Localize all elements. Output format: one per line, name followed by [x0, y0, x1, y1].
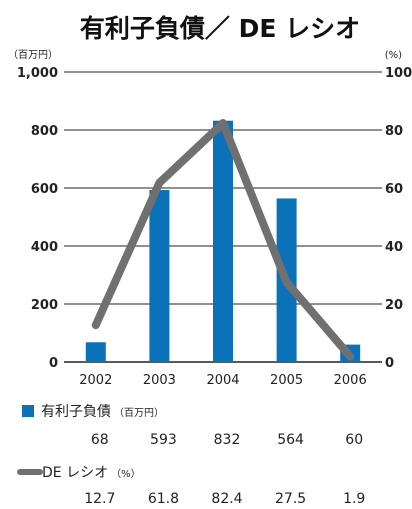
right-axis-ticks: 0 20 40 60 80 100 [385, 66, 412, 371]
right-tick-label: 0 [385, 356, 394, 371]
left-tick-label: 200 [31, 298, 58, 313]
right-tick-label: 60 [385, 182, 403, 197]
legend-bar-name: 有利子負債 [41, 404, 111, 420]
x-tick-label: 2002 [79, 373, 112, 388]
right-axis-unit: (%) [385, 50, 402, 61]
x-axis-ticks: 2002 2003 2004 2005 2006 [79, 373, 366, 388]
line-series [91, 119, 355, 361]
left-tick-label: 800 [31, 124, 58, 139]
legend-line-label: DE レシオ （%） [42, 465, 141, 481]
x-tick-label: 2005 [270, 373, 303, 388]
line-value-label: 1.9 [343, 491, 365, 507]
bar-value-label: 832 [214, 432, 241, 448]
bar [85, 342, 106, 362]
left-tick-label: 0 [49, 356, 58, 371]
line-value-label: 12.7 [84, 491, 115, 507]
right-tick-label: 40 [385, 240, 403, 255]
legend-bar-label: 有利子負債 （百万円） [41, 404, 164, 420]
right-tick-label: 100 [385, 66, 412, 81]
legend-line-unit: （%） [111, 468, 141, 480]
legend-line-name: DE レシオ [42, 465, 108, 481]
chart-title: 有利子負債／ DE レシオ [80, 14, 360, 43]
x-tick-label: 2003 [143, 373, 176, 388]
bar-value-label: 564 [277, 432, 304, 448]
left-axis-ticks: 0 200 400 600 800 1,000 [17, 66, 58, 371]
bar-value-label: 68 [91, 432, 109, 448]
right-tick-label: 20 [385, 298, 403, 313]
line-value-label: 82.4 [211, 491, 242, 507]
bar-value-row: 68 593 832 564 60 [91, 432, 363, 448]
bar-value-label: 60 [345, 432, 363, 448]
x-tick-label: 2004 [206, 373, 239, 388]
left-tick-label: 600 [31, 182, 58, 197]
right-tick-label: 80 [385, 124, 403, 139]
bar [149, 190, 170, 362]
left-tick-label: 400 [31, 240, 58, 255]
left-tick-label: 1,000 [17, 66, 58, 81]
legend-bar-swatch [22, 405, 34, 417]
x-tick-label: 2006 [334, 373, 367, 388]
left-axis-unit: （百万円） [8, 49, 58, 61]
line-value-row: 12.7 61.8 82.4 27.5 1.9 [84, 491, 365, 507]
line-value-label: 27.5 [275, 491, 306, 507]
legend-bar-unit: （百万円） [114, 407, 164, 419]
bar-value-label: 593 [150, 432, 177, 448]
line-path [91, 119, 355, 361]
line-value-label: 61.8 [148, 491, 179, 507]
bar [213, 120, 233, 362]
